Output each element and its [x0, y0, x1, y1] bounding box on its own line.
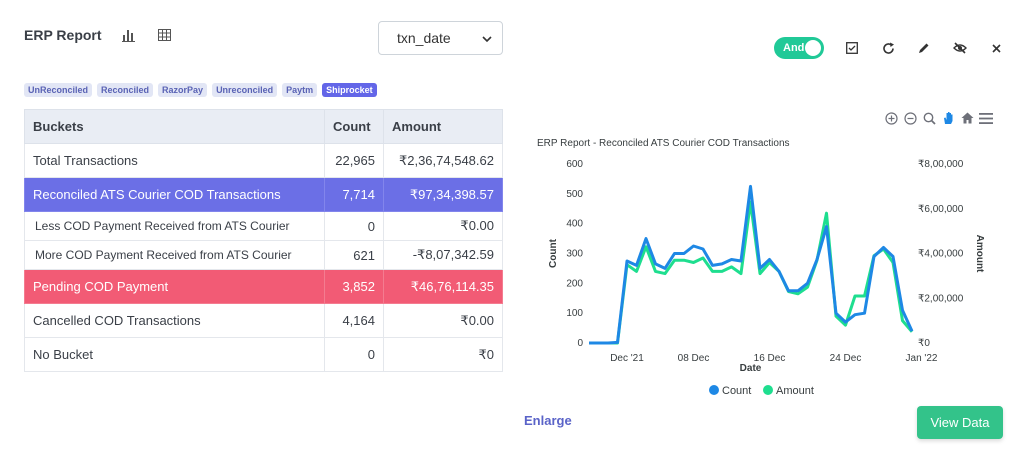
amount-cell: ₹2,36,74,548.62 — [383, 143, 503, 178]
y-tick-label: 600 — [566, 159, 583, 170]
date-field-select[interactable]: txn_date — [378, 21, 503, 55]
y-axis-title: Count — [548, 238, 559, 268]
count-cell: 22,965 — [324, 143, 384, 178]
refresh-icon[interactable] — [880, 40, 896, 56]
bucket-cell: More COD Payment Received from ATS Couri… — [24, 240, 325, 270]
count-cell: 3,852 — [324, 269, 384, 304]
y-tick-label: 300 — [566, 249, 583, 260]
filter-tags: UnReconciled Reconciled RazorPay Unrecon… — [24, 83, 377, 97]
x-tick-label: 08 Dec — [678, 353, 710, 364]
table-row[interactable]: Reconciled ATS Courier COD Transactions … — [24, 177, 503, 212]
enlarge-link[interactable]: Enlarge — [524, 413, 572, 428]
count-cell: 4,164 — [324, 303, 384, 338]
table-row[interactable]: Pending COD Payment 3,852 ₹46,76,114.35 — [24, 269, 503, 304]
y2-tick-label: ₹4,00,000 — [918, 249, 964, 260]
toggle-knob — [805, 40, 821, 56]
x-axis-title: Date — [740, 363, 762, 374]
y-tick-label: 500 — [566, 189, 583, 200]
tag-paytm[interactable]: Paytm — [282, 83, 318, 97]
amount-cell: ₹0.00 — [383, 303, 503, 338]
report-header: ERP Report — [24, 26, 174, 44]
amount-cell: ₹46,76,114.35 — [383, 269, 503, 304]
amount-cell: ₹0 — [383, 337, 503, 372]
column-header-amount: Amount — [383, 109, 503, 144]
tag-razorpay[interactable]: RazorPay — [158, 83, 208, 97]
legend-label-count: Count — [722, 385, 751, 397]
date-field-select-value: txn_date — [397, 30, 451, 46]
x-tick-label: 24 Dec — [830, 353, 862, 364]
close-icon[interactable] — [988, 40, 1004, 56]
bucket-cell: Reconciled ATS Courier COD Transactions — [24, 177, 325, 212]
amount-cell: ₹97,34,398.57 — [383, 177, 503, 212]
count-cell: 621 — [324, 240, 384, 270]
legend-marker-count — [709, 385, 719, 395]
menu-icon[interactable] — [979, 111, 993, 125]
pencil-icon[interactable] — [916, 40, 932, 56]
bucket-cell: Total Transactions — [24, 143, 325, 178]
series-line-count — [589, 184, 914, 345]
tag-unreconciled[interactable]: UnReconciled — [24, 83, 93, 97]
tag-reconciled[interactable]: Reconciled — [97, 83, 154, 97]
line-chart: 0 100 200 300 400 500 600 ₹0 ₹2,00,000 ₹4,00,000 ₹… — [548, 159, 985, 397]
y2-tick-label: ₹2,00,000 — [918, 293, 964, 304]
zoom-out-icon[interactable] — [903, 111, 917, 125]
legend-marker-amount — [763, 385, 773, 395]
tag-shiprocket[interactable]: Shiprocket — [322, 83, 377, 97]
view-data-button[interactable]: View Data — [917, 406, 1003, 439]
chart-toolbar — [884, 111, 993, 125]
y-tick-label: 200 — [566, 278, 583, 289]
y2-tick-label: ₹8,00,000 — [918, 159, 964, 170]
count-cell: 7,714 — [324, 177, 384, 212]
column-header-count: Count — [324, 109, 384, 144]
eye-slash-icon[interactable] — [952, 40, 968, 56]
count-cell: 0 — [324, 211, 384, 241]
table-row[interactable]: No Bucket 0 ₹0 — [24, 337, 503, 372]
page-title: ERP Report — [24, 27, 102, 43]
x-tick-label: 16 Dec — [754, 353, 786, 364]
count-cell: 0 — [324, 337, 384, 372]
bucket-cell: Pending COD Payment — [24, 269, 325, 304]
home-icon[interactable] — [960, 111, 974, 125]
series-line-amount — [589, 200, 914, 345]
zoom-select-icon[interactable] — [922, 111, 936, 125]
table-header-row: Buckets Count Amount — [24, 109, 503, 144]
table-row[interactable]: Less COD Payment Received from ATS Couri… — [24, 211, 503, 241]
chevron-down-icon — [482, 30, 492, 46]
widget-toolbar: And — [774, 37, 1004, 59]
x-tick-label: Jan '22 — [906, 353, 938, 364]
zoom-in-icon[interactable] — [884, 111, 898, 125]
x-tick-label: Dec '21 — [610, 353, 644, 364]
and-toggle[interactable]: And — [774, 37, 824, 59]
amount-cell: ₹0.00 — [383, 211, 503, 241]
bucket-cell: Cancelled COD Transactions — [24, 303, 325, 338]
bucket-cell: No Bucket — [24, 337, 325, 372]
table-row[interactable]: Cancelled COD Transactions 4,164 ₹0.00 — [24, 303, 503, 338]
table-row[interactable]: More COD Payment Received from ATS Couri… — [24, 240, 503, 270]
y-tick-label: 400 — [566, 219, 583, 230]
buckets-table: Buckets Count Amount Total Transactions … — [24, 109, 503, 372]
chart-title: ERP Report - Reconciled ATS Courier COD … — [537, 138, 790, 149]
amount-cell: -₹8,07,342.59 — [383, 240, 503, 270]
y-tick-label: 100 — [566, 308, 583, 319]
bar-chart-icon[interactable] — [120, 26, 138, 44]
y2-axis-title: Amount — [974, 235, 985, 273]
y2-tick-label: ₹0 — [918, 338, 930, 349]
and-toggle-label: And — [783, 42, 805, 54]
checkbox-icon[interactable] — [844, 40, 860, 56]
legend-label-amount: Amount — [776, 385, 814, 397]
column-header-buckets: Buckets — [24, 109, 325, 144]
table-grid-icon[interactable] — [156, 26, 174, 44]
y-tick-label: 0 — [577, 338, 583, 349]
table-row[interactable]: Total Transactions 22,965 ₹2,36,74,548.6… — [24, 143, 503, 178]
y2-tick-label: ₹6,00,000 — [918, 204, 964, 215]
pan-hand-icon[interactable] — [941, 111, 955, 125]
bucket-cell: Less COD Payment Received from ATS Couri… — [24, 211, 325, 241]
tag-unreconciled-2[interactable]: Unreconciled — [212, 83, 278, 97]
